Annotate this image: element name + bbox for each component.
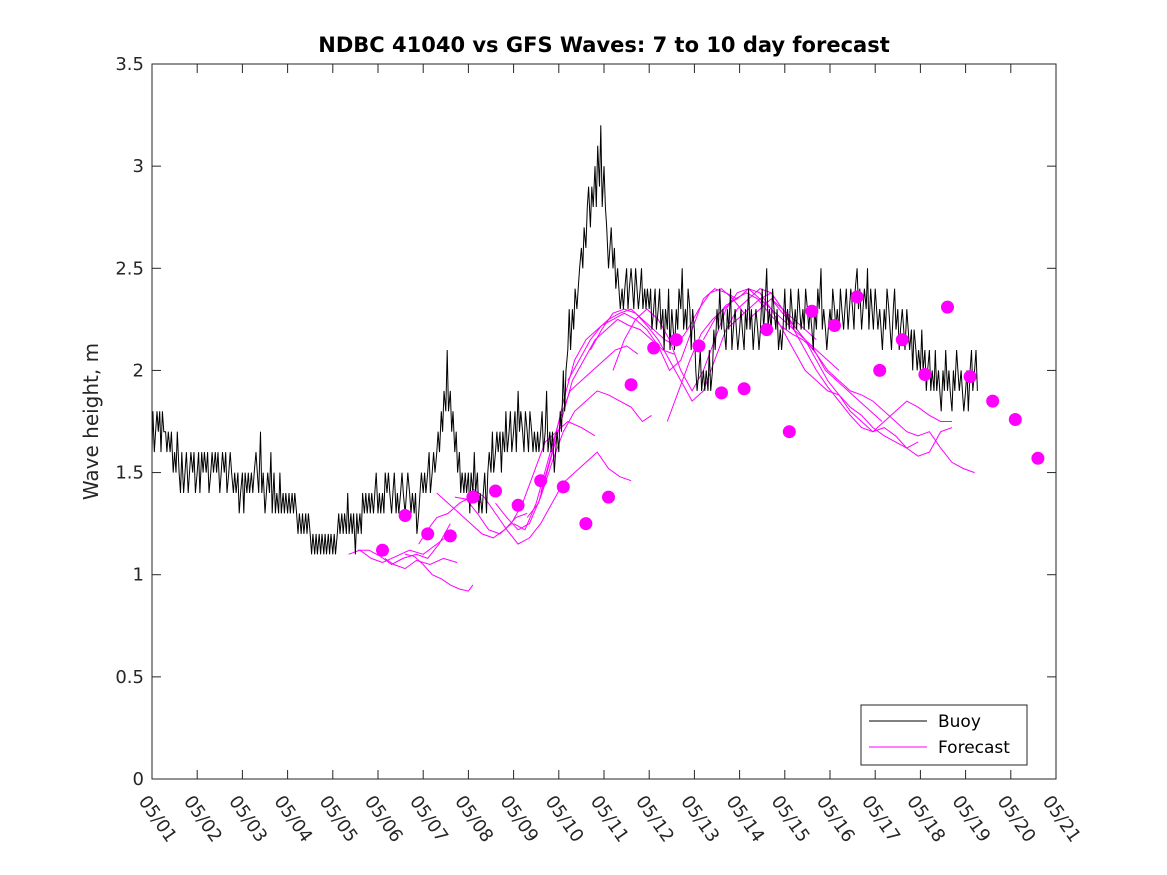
forecast-point — [692, 339, 706, 353]
forecast-line — [748, 298, 952, 433]
y-tick-label: 1 — [133, 565, 144, 586]
forecast-point — [918, 368, 932, 381]
forecast-point — [986, 394, 1000, 408]
forecast-point — [895, 333, 909, 347]
forecast-point — [782, 425, 796, 439]
forecast-point — [534, 474, 548, 488]
y-tick-label: 3 — [133, 156, 144, 177]
legend: Buoy Forecast — [860, 704, 1028, 766]
forecast-series-points — [376, 290, 1045, 557]
y-tick-label: 0 — [133, 769, 144, 790]
legend-box — [860, 704, 1028, 766]
forecast-line — [513, 345, 639, 531]
forecast-line — [384, 557, 458, 570]
forecast-point — [602, 490, 615, 504]
buoy-series — [151, 125, 978, 555]
forecast-line — [725, 292, 953, 457]
forecast-point — [737, 382, 751, 396]
forecast-line — [567, 288, 738, 381]
forecast-point — [850, 290, 864, 304]
forecast-line — [702, 288, 919, 449]
y-axis-ticks: 0 0.5 1 1.5 2 2.5 3 3.5 — [115, 54, 1056, 790]
forecast-point — [1008, 413, 1022, 426]
forecast-line — [404, 553, 474, 592]
forecast-point — [376, 543, 389, 557]
legend-forecast-label: Forecast — [938, 738, 1010, 758]
forecast-point — [828, 319, 841, 332]
y-tick-label: 2 — [133, 360, 144, 381]
forecast-point — [1031, 451, 1045, 465]
forecast-point — [556, 480, 570, 494]
forecast-point — [624, 378, 638, 392]
forecast-line — [348, 533, 451, 564]
forecast-point — [443, 529, 457, 543]
y-tick-label: 2.5 — [115, 258, 144, 279]
forecast-point — [421, 527, 435, 541]
plot-area: 00.511.522.533.5 05/0105/0205/0305/0405/… — [115, 54, 1085, 846]
plot-background — [152, 64, 1056, 779]
y-tick-label: 0.5 — [115, 667, 144, 688]
buoy-line — [151, 125, 978, 555]
chart-title: NDBC 41040 vs GFS Waves: 7 to 10 day for… — [318, 33, 889, 57]
forecast-point — [511, 498, 525, 512]
forecast-point — [873, 363, 887, 377]
forecast-line — [612, 288, 840, 392]
y-tick-label: 1.5 — [115, 463, 144, 484]
forecast-line — [770, 298, 975, 474]
y-tick-label: 3.5 — [115, 54, 144, 75]
y-axis-label: Wave height, m — [79, 343, 103, 500]
legend-buoy-label: Buoy — [938, 712, 981, 732]
forecast-line — [472, 451, 632, 545]
forecast-point — [805, 304, 819, 318]
forecast-point — [760, 323, 774, 337]
forecast-point — [647, 341, 661, 355]
forecast-point — [963, 370, 977, 384]
forecast-point — [941, 300, 954, 314]
forecast-point — [715, 386, 728, 400]
forecast-point — [579, 517, 593, 531]
forecast-line — [357, 523, 451, 566]
forecast-line — [526, 318, 675, 518]
forecast-point — [398, 509, 412, 522]
forecast-point — [669, 333, 683, 347]
forecast-point — [466, 490, 480, 504]
forecast-point — [489, 484, 502, 498]
